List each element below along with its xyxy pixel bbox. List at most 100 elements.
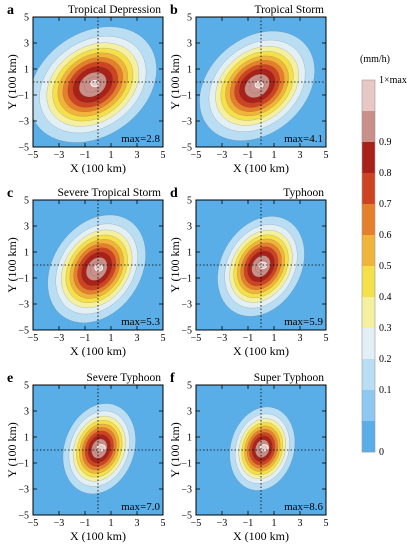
panel-title: Super Typhoon (254, 372, 324, 384)
colorbar-segment (362, 421, 375, 453)
x-tick-label: 1 (109, 150, 114, 161)
x-tick-label: 5 (161, 333, 166, 344)
colorbar-tick-label: 0.1 (379, 385, 392, 396)
y-tick-label: 3 (24, 39, 29, 50)
colorbar-segment (362, 80, 375, 112)
colorbar-top-label: 1×max (379, 75, 407, 86)
x-axis-label: X (100 km) (70, 161, 126, 175)
colorbar-segment (362, 390, 375, 422)
y-tick-label: −3 (18, 485, 29, 496)
panel-title: Severe Typhoon (86, 372, 161, 384)
y-tick-label: 5 (24, 13, 29, 24)
panel-letter: a (7, 3, 14, 18)
x-tick-label: −5 (191, 518, 202, 529)
x-tick-label: −3 (54, 518, 65, 529)
panel-title: Typhoon (283, 187, 324, 199)
y-tick-label: 5 (24, 196, 29, 207)
max-annotation: max=2.8 (121, 133, 160, 145)
y-tick-label: 1 (24, 433, 29, 444)
y-tick-label: −5 (18, 511, 29, 522)
y-axis-label: Y (100 km) (168, 54, 182, 110)
x-tick-label: −5 (28, 150, 39, 161)
y-tick-label: 3 (187, 407, 192, 418)
y-tick-label: −3 (18, 117, 29, 128)
y-axis-label: Y (100 km) (168, 237, 182, 293)
y-tick-label: −5 (18, 326, 29, 337)
x-axis-label: X (100 km) (70, 344, 126, 358)
x-tick-label: 1 (272, 150, 277, 161)
panel-d: −5 5 −3 3 −1 1 1 −1 3 −3 5 −5 d Typhoon max=5.9 X (100 … (168, 186, 329, 358)
panel-title: Tropical Depression (68, 4, 161, 16)
panel-b: −5 5 −3 3 −1 1 1 −1 3 −3 5 −5 b Tropical Storm max=4.1… (168, 3, 329, 175)
x-tick-label: 3 (135, 518, 140, 529)
x-axis-label: X (100 km) (233, 529, 289, 543)
max-annotation: max=7.0 (121, 501, 160, 513)
panel-title: Tropical Storm (254, 4, 324, 16)
colorbar-tick-label: 0.2 (379, 354, 392, 365)
y-tick-label: −1 (18, 459, 29, 470)
x-tick-label: −5 (28, 518, 39, 529)
panel-letter: d (170, 186, 178, 201)
y-tick-label: 1 (187, 433, 192, 444)
y-tick-label: 5 (187, 381, 192, 392)
x-tick-label: −5 (191, 150, 202, 161)
panel-frame (32, 16, 164, 148)
x-axis-label: X (100 km) (233, 161, 289, 175)
y-tick-label: 1 (187, 65, 192, 76)
y-tick-label: −5 (181, 511, 192, 522)
y-tick-label: −3 (181, 117, 192, 128)
y-tick-label: −5 (181, 326, 192, 337)
y-tick-label: 3 (187, 222, 192, 233)
core-max-contour (94, 264, 104, 272)
x-tick-label: −1 (243, 333, 254, 344)
precip-field (196, 385, 326, 515)
panel-title: Severe Tropical Storm (58, 187, 162, 199)
precip-field (33, 385, 163, 515)
x-tick-label: 1 (109, 333, 114, 344)
panel-frame (195, 384, 327, 516)
y-tick-label: 3 (24, 222, 29, 233)
y-axis-label: Y (100 km) (5, 54, 19, 110)
y-axis-label: Y (100 km) (5, 422, 19, 478)
colorbar-segment (362, 142, 375, 174)
x-tick-label: 5 (324, 150, 329, 161)
y-tick-label: −1 (18, 274, 29, 285)
y-tick-label: −1 (181, 274, 192, 285)
colorbar-tick-label: 0.8 (379, 168, 392, 179)
colorbar-segment (362, 359, 375, 391)
x-tick-label: 3 (298, 518, 303, 529)
colorbar-segment (362, 297, 375, 329)
colorbar-frame (361, 79, 376, 453)
y-tick-label: −5 (181, 143, 192, 154)
x-tick-label: −1 (80, 150, 91, 161)
y-tick-label: −1 (181, 459, 192, 470)
x-tick-label: −3 (54, 333, 65, 344)
max-annotation: max=5.3 (121, 316, 160, 328)
colorbar-segment (362, 235, 375, 267)
colorbar-segment (362, 111, 375, 143)
x-tick-label: −1 (80, 333, 91, 344)
colorbar-tick-label: 0 (379, 447, 384, 458)
colorbar-tick-label: 0.7 (379, 199, 392, 210)
core-max-contour (259, 444, 269, 452)
panel-frame (195, 199, 327, 331)
x-tick-label: 5 (324, 518, 329, 529)
x-tick-label: 5 (161, 518, 166, 529)
x-tick-label: −1 (243, 150, 254, 161)
panel-letter: b (170, 3, 178, 18)
y-tick-label: 5 (187, 13, 192, 24)
panel-frame (32, 199, 164, 331)
x-tick-label: −3 (217, 150, 228, 161)
x-tick-label: 3 (135, 150, 140, 161)
y-tick-label: 1 (24, 248, 29, 259)
panel-letter: e (7, 371, 13, 386)
colorbar-tick-label: 0.4 (379, 292, 392, 303)
max-annotation: max=4.1 (284, 133, 323, 145)
x-axis-label: X (100 km) (233, 344, 289, 358)
colorbar-segment (362, 173, 375, 205)
x-tick-label: 5 (324, 333, 329, 344)
x-tick-label: −1 (80, 518, 91, 529)
y-tick-label: 3 (187, 39, 192, 50)
x-tick-label: −3 (217, 518, 228, 529)
y-tick-label: −3 (181, 300, 192, 311)
